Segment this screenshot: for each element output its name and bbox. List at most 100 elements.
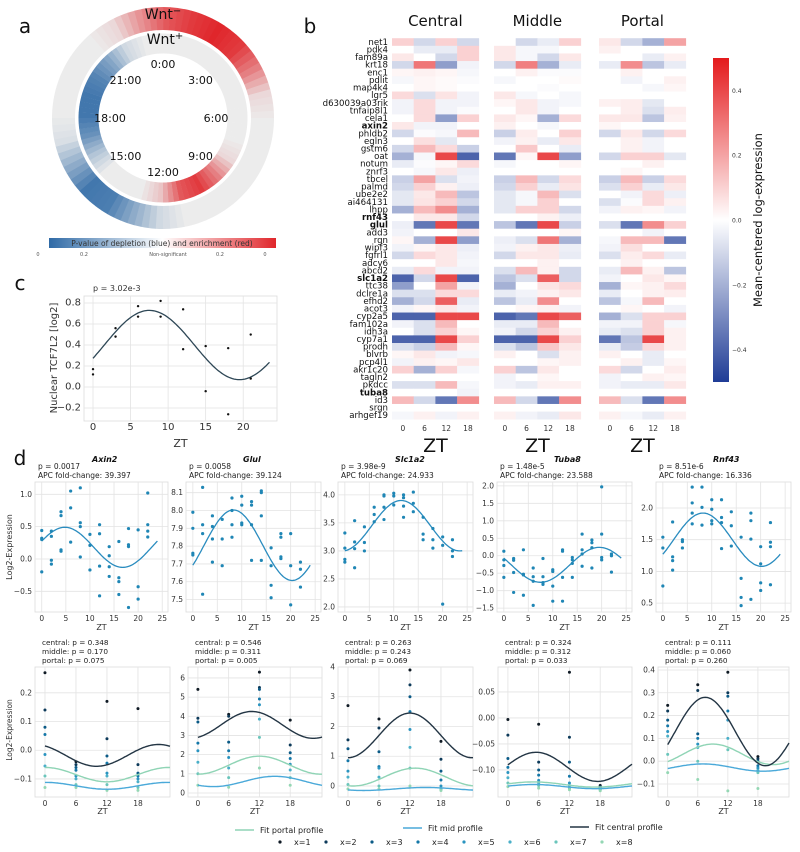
x-tick-label: 20 <box>756 614 766 623</box>
heatmap-cell <box>537 236 560 245</box>
data-point <box>249 523 254 527</box>
gene-title: Rnf43 <box>713 455 740 464</box>
heatmap-cell <box>413 38 436 47</box>
heatmap-cell <box>494 182 516 191</box>
heatmap-cell <box>620 152 643 161</box>
heatmap-cell <box>457 304 480 313</box>
heatmap-cell <box>664 327 687 336</box>
heatmap-cell <box>642 388 665 397</box>
heatmap-cell <box>620 228 643 237</box>
ring-segment <box>216 29 237 53</box>
heatmap-cell <box>435 373 458 382</box>
data-point <box>690 501 694 505</box>
data-point <box>441 602 445 606</box>
heatmap-cell <box>494 129 516 138</box>
x-axis-label: ZT <box>400 623 410 632</box>
heatmap-cell <box>599 205 621 214</box>
heatmap-cell <box>537 205 560 214</box>
heatmap-cell <box>599 83 621 92</box>
heatmap-cell <box>642 274 665 283</box>
data-point-x1 <box>43 671 47 675</box>
heatmap-cell <box>537 274 560 283</box>
heatmap-cell <box>435 350 458 359</box>
data-point-x8 <box>666 771 670 775</box>
heatmap-cell <box>494 68 516 77</box>
heatmap-cell <box>413 160 436 169</box>
heatmap-cell <box>435 320 458 329</box>
y-tick-label: 1.5 <box>482 499 494 508</box>
heatmap-cell <box>664 335 687 344</box>
data-point <box>570 561 574 566</box>
x-tick-label: 0 <box>607 424 612 433</box>
heatmap-cell <box>537 213 560 222</box>
heatmap-cell <box>620 403 643 412</box>
heatmap-cell <box>559 411 582 420</box>
heatmap-cell <box>620 175 643 184</box>
ring-segment <box>183 177 196 199</box>
data-point <box>749 519 753 523</box>
gene-label: gstm6 <box>361 145 388 155</box>
data-point-x7 <box>377 784 381 788</box>
heatmap-cell <box>494 76 516 85</box>
fit-central-curve <box>44 743 171 767</box>
heatmap-cell <box>599 350 621 359</box>
heatmap-cell <box>413 68 436 77</box>
heatmap-cell <box>537 358 560 367</box>
heatmap-cell <box>664 68 687 77</box>
heatmap-cell <box>620 289 643 298</box>
heatmap-cell <box>392 99 414 108</box>
x-tick-label: 6 <box>695 799 700 808</box>
heatmap-cell <box>620 38 643 47</box>
heatmap-cell <box>620 396 643 405</box>
plot-area <box>655 481 792 613</box>
heatmap-cell <box>537 312 560 321</box>
heatmap-cell <box>413 61 436 69</box>
fit-curve <box>344 499 463 552</box>
heatmap-cell <box>457 137 480 146</box>
data-point <box>298 567 303 571</box>
heatmap-cell <box>392 160 414 169</box>
data-point <box>768 520 773 525</box>
heatmap-cell <box>392 259 414 268</box>
ring-segment <box>81 90 103 102</box>
clock-label: 15:00 <box>110 150 142 163</box>
data-point <box>289 603 293 607</box>
heatmap-cell <box>435 99 458 108</box>
heatmap-cell <box>457 228 480 237</box>
heatmap-cell <box>599 343 621 351</box>
data-point <box>240 503 244 507</box>
heatmap-cell <box>664 381 687 390</box>
y-tick-label: 3 <box>330 692 335 701</box>
heatmap-cell <box>599 251 621 260</box>
heatmap-cell <box>494 99 516 108</box>
y-tick-label: 0.4 <box>643 665 655 674</box>
gene-label: pcp4l1 <box>359 358 388 368</box>
gene-label: fam89a <box>355 53 388 63</box>
data-point <box>759 581 763 585</box>
x-tick-label: 12 <box>255 799 265 808</box>
legend-dot <box>462 840 466 844</box>
heatmap-cell <box>515 396 538 405</box>
ring-segment <box>125 39 139 61</box>
data-point <box>768 583 773 587</box>
x-tick-label: 10 <box>389 614 399 623</box>
heatmap-cell <box>642 91 665 100</box>
data-point <box>181 348 185 351</box>
data-point <box>382 494 386 498</box>
heatmap-cell <box>599 388 621 397</box>
heatmap-cell <box>515 327 538 336</box>
x-tick-label: 5 <box>526 614 531 623</box>
x-tick-label: 0 <box>90 422 96 433</box>
heatmap-cell <box>515 99 538 108</box>
data-point <box>531 579 535 583</box>
data-point-x2 <box>43 708 47 712</box>
clock-label: 18:00 <box>94 112 126 125</box>
data-point-x3 <box>377 750 381 754</box>
heatmap-cell <box>620 114 643 123</box>
heatmap-cell <box>515 129 538 138</box>
data-point <box>719 520 724 525</box>
data-point <box>107 574 111 579</box>
data-point <box>249 499 254 504</box>
heatmap-cell <box>620 61 643 69</box>
zone-p-value: portal: p = 0.260 <box>665 656 728 665</box>
